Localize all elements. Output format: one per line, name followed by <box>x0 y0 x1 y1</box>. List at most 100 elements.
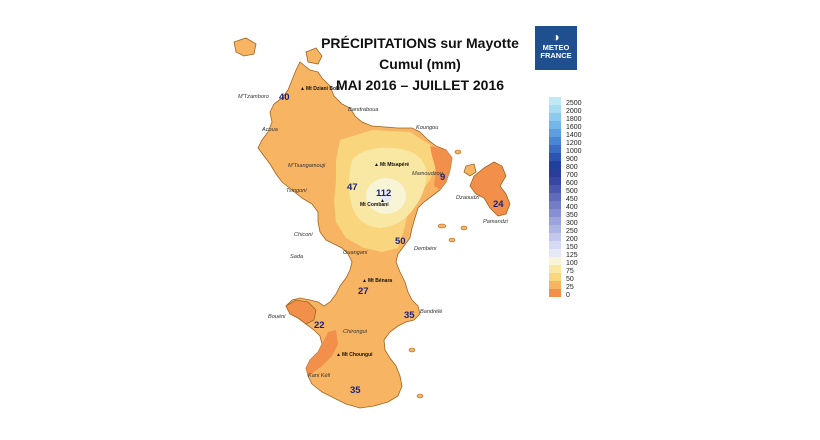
place-sada: Sada <box>290 254 303 260</box>
legend-swatch <box>549 121 561 129</box>
petite-terre-islet <box>463 163 477 177</box>
mountain-choungui-icon: ▲ <box>336 352 341 358</box>
value-mt-dziani: 40 <box>279 92 290 103</box>
value-gombeni: 50 <box>395 236 406 247</box>
islet-5 <box>416 393 424 399</box>
mountain-dziani-icon: ▲ <box>300 86 305 92</box>
value-bandrele: 35 <box>404 310 415 321</box>
legend-label: 100 <box>566 260 578 267</box>
legend-swatch <box>549 177 561 185</box>
zone-125-plus <box>380 192 392 202</box>
value-mtsapere: 112 <box>376 188 391 199</box>
legend-swatch <box>549 265 561 273</box>
place-ouangani: Ouangani <box>343 250 368 256</box>
place-acoua: Acoua <box>261 127 278 133</box>
place-pamandzi: Pamandzi <box>483 219 509 225</box>
place-dzaoudzi: Dzaoudzi <box>456 195 480 201</box>
legend-swatch <box>549 201 561 209</box>
legend-label: 350 <box>566 212 578 219</box>
legend-swatch <box>549 129 561 137</box>
legend-swatch <box>549 209 561 217</box>
place-koungou: Koungou <box>416 125 438 131</box>
place-chiconi: Chiconi <box>294 232 313 238</box>
legend-swatch <box>549 217 561 225</box>
title-line-3: MAI 2016 – JUILLET 2016 <box>335 77 505 93</box>
map-title: PRÉCIPITATIONS sur Mayotte Cumul (mm) MA… <box>300 33 540 96</box>
legend-label: 600 <box>566 180 578 187</box>
islet-6 <box>454 149 462 155</box>
legend-swatch <box>549 281 561 289</box>
legend-label: 50 <box>566 276 574 283</box>
legend-swatch <box>549 225 561 233</box>
logo-symbol-icon: ◑ <box>552 30 560 44</box>
mountain-choungui: Mt Choungui <box>342 352 373 358</box>
meteo-france-logo: ◑ METEO FRANCE <box>535 26 577 70</box>
place-bandrele: Bandrélé <box>420 309 442 315</box>
islet-4 <box>408 347 416 353</box>
place-boueni: Bouéni <box>268 314 286 320</box>
place-dembeni: Dembéni <box>414 246 437 252</box>
legend-label: 1000 <box>566 148 582 155</box>
legend-swatch <box>549 241 561 249</box>
place-chirongui: Chirongui <box>343 329 368 335</box>
place-tsingoni: Tsingoni <box>286 188 307 194</box>
north-islet <box>305 47 323 65</box>
value-mt-benara: 27 <box>358 286 369 297</box>
legend-label: 400 <box>566 204 578 211</box>
place-mtsangamouji: M'Tsangamouji <box>288 163 326 169</box>
islet-3 <box>460 225 468 231</box>
mountain-mtsapere-icon: ▲ <box>374 162 379 168</box>
legend-label: 200 <box>566 236 578 243</box>
place-kani-keli: Kani Kéli <box>308 373 331 379</box>
value-chirongui: 22 <box>314 320 325 331</box>
islet-2 <box>448 237 456 243</box>
legend-label: 800 <box>566 164 578 171</box>
value-mamoudzou: 9 <box>440 172 445 183</box>
legend-swatch <box>549 97 561 105</box>
legend-swatch <box>549 153 561 161</box>
value-pamandzi: 24 <box>493 199 504 210</box>
zone-0-25-south <box>306 330 338 376</box>
legend-label: 1800 <box>566 116 582 123</box>
petite-terre-island <box>469 161 511 217</box>
legend-swatch <box>549 145 561 153</box>
legend-swatch <box>549 257 561 265</box>
mtsamboro-islet <box>233 37 257 57</box>
boueni-peninsula <box>285 299 317 325</box>
zone-0-25-east <box>430 146 452 190</box>
title-line-1: PRÉCIPITATIONS sur Mayotte <box>321 35 519 51</box>
legend-label: 2500 <box>566 100 582 107</box>
legend-swatch <box>549 137 561 145</box>
mountain-combani-icon: ▲ <box>380 198 385 204</box>
legend-label: 150 <box>566 244 578 251</box>
legend-swatch <box>549 193 561 201</box>
place-mtzamboro: M'Tzamboro <box>238 94 269 100</box>
legend-label: 2000 <box>566 108 582 115</box>
legend-swatch <box>549 105 561 113</box>
place-bandraboua: Bandraboua <box>348 107 378 113</box>
islet-1 <box>437 223 447 229</box>
legend-swatch <box>549 249 561 257</box>
legend-label: 500 <box>566 188 578 195</box>
legend-label: 700 <box>566 172 578 179</box>
title-line-2: Cumul (mm) <box>379 56 461 72</box>
legend-swatch <box>549 273 561 281</box>
value-dzoumogne: 47 <box>347 182 358 193</box>
mountain-dziani: Mt Dziani Bolé <box>306 86 340 92</box>
legend-label: 25 <box>566 284 574 291</box>
legend-swatch <box>549 289 561 297</box>
logo-line-2: FRANCE <box>540 51 572 60</box>
legend-label: 250 <box>566 228 578 235</box>
place-mamoudzou: Mamoudzou <box>412 171 443 177</box>
legend-label: 300 <box>566 220 578 227</box>
value-kani-keli: 35 <box>350 385 361 396</box>
legend-swatch <box>549 161 561 169</box>
legend-swatch <box>549 113 561 121</box>
legend-label: 0 <box>566 292 570 299</box>
legend-swatch <box>549 233 561 241</box>
mountain-combani: Mt Combani <box>360 202 389 208</box>
legend-label: 1400 <box>566 132 582 139</box>
mountain-benara-icon: ▲ <box>362 278 367 284</box>
mountain-benara: Mt Bénara <box>368 278 392 284</box>
